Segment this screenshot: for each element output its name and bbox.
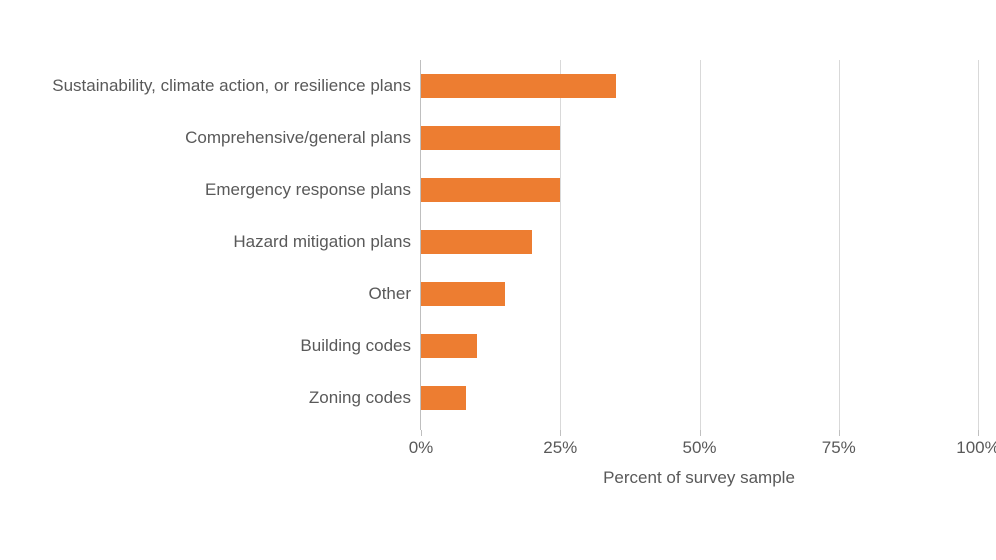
x-tick-label: 100% <box>956 438 996 458</box>
x-tick-label: 25% <box>543 438 577 458</box>
x-tick <box>839 430 840 436</box>
x-tick <box>560 430 561 436</box>
category-label: Building codes <box>51 336 411 356</box>
bar-row: Hazard mitigation plans <box>421 216 977 268</box>
bar-row: Comprehensive/general plans <box>421 112 977 164</box>
category-label: Other <box>51 284 411 304</box>
bar <box>421 334 477 358</box>
x-tick-label: 75% <box>822 438 856 458</box>
bar-row: Sustainability, climate action, or resil… <box>421 60 977 112</box>
bar-row: Other <box>421 268 977 320</box>
category-label: Emergency response plans <box>51 180 411 200</box>
bar <box>421 74 616 98</box>
gridline <box>978 60 979 430</box>
x-tick-label: 50% <box>682 438 716 458</box>
bar <box>421 230 532 254</box>
bar <box>421 386 466 410</box>
category-label: Hazard mitigation plans <box>51 232 411 252</box>
bar-row: Building codes <box>421 320 977 372</box>
x-tick-label: 0% <box>409 438 434 458</box>
bar <box>421 282 505 306</box>
x-tick <box>978 430 979 436</box>
bar <box>421 178 560 202</box>
bar-row: Emergency response plans <box>421 164 977 216</box>
bar <box>421 126 560 150</box>
category-label: Zoning codes <box>51 388 411 408</box>
x-tick <box>700 430 701 436</box>
x-axis: 0% 25% 50% 75% 100% <box>421 430 977 470</box>
x-axis-title: Percent of survey sample <box>421 468 977 488</box>
bar-row: Zoning codes <box>421 372 977 424</box>
plot-area: Sustainability, climate action, or resil… <box>420 60 977 430</box>
x-tick <box>421 430 422 436</box>
category-label: Sustainability, climate action, or resil… <box>51 76 411 96</box>
category-label: Comprehensive/general plans <box>51 128 411 148</box>
bar-chart: Sustainability, climate action, or resil… <box>50 60 950 500</box>
